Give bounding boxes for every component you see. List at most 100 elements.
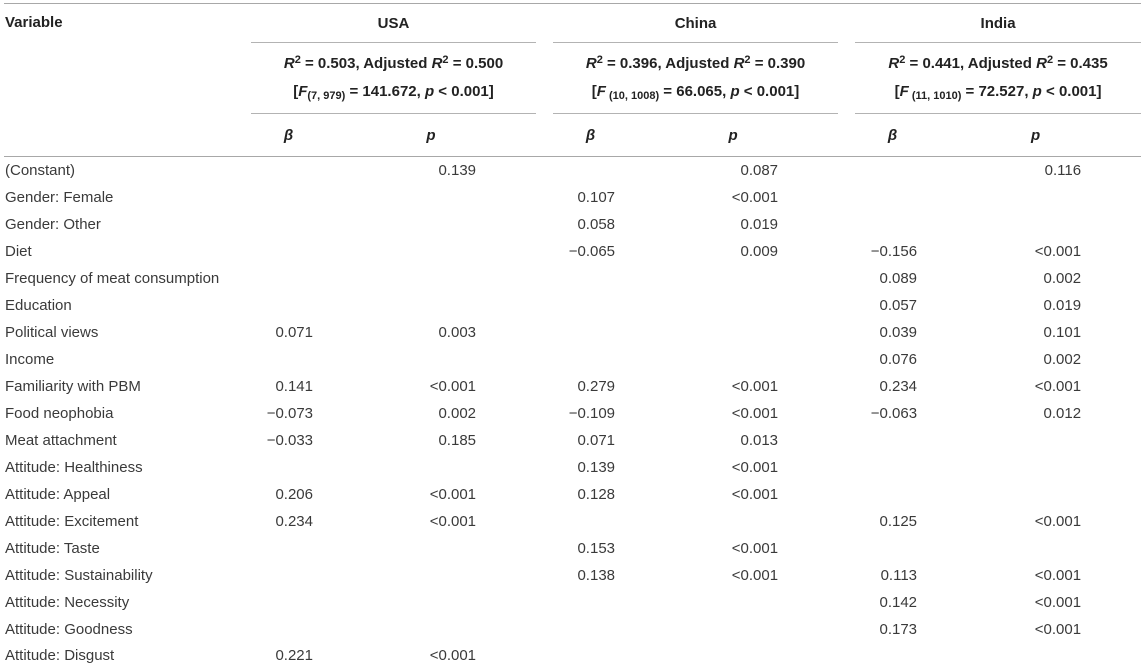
- p-value-cell: [628, 589, 838, 616]
- beta-value-cell: −0.156: [870, 242, 918, 260]
- f-statistic-line-usa: [F(7, 979) = 141.672, p < 0.001]: [252, 78, 535, 110]
- beta-value-cell: 0.234: [275, 512, 313, 530]
- table-row: Attitude: Excitement 0.234 <0.001 0.125 <0.0…: [4, 508, 1141, 535]
- beta-value-cell: [855, 211, 930, 238]
- stat-text-segment: [: [591, 83, 597, 100]
- p-value-cell: [628, 346, 838, 373]
- p-value-cell: <0.001: [429, 512, 477, 530]
- beta-value-cell: 0.141: [275, 377, 313, 395]
- beta-value-cell: [553, 346, 628, 373]
- p-value-cell: [326, 346, 536, 373]
- stat-text-segment: R: [888, 55, 900, 72]
- beta-header-india: β: [855, 113, 931, 157]
- row-label: Attitude: Goodness: [5, 620, 133, 638]
- beta-value-cell: 0.057: [879, 296, 918, 314]
- table-row: Attitude: Disgust 0.221 <0.001: [4, 643, 1141, 669]
- row-label: Gender: Other: [5, 215, 101, 233]
- beta-value-cell: 0.221: [275, 647, 313, 665]
- column-gap: [838, 319, 855, 346]
- beta-value-cell: [251, 292, 326, 319]
- row-label: Familiarity with PBM: [5, 377, 141, 395]
- p-value-cell: [930, 454, 1141, 481]
- p-value-cell: <0.001: [429, 647, 477, 665]
- r-squared-line-india: R2 = 0.441, Adjusted R2 = 0.435: [856, 46, 1140, 78]
- table-row: Income 0.076 0.002: [4, 346, 1141, 373]
- table-row: Meat attachment −0.033 0.185 0.071 0.013: [4, 427, 1141, 454]
- column-gap: [838, 427, 855, 454]
- table-row: Gender: Other 0.058 0.019: [4, 211, 1141, 238]
- p-value-cell: [930, 481, 1141, 508]
- beta-value-cell: [553, 643, 628, 669]
- table-row: Gender: Female 0.107 <0.001: [4, 184, 1141, 211]
- p-value-cell: [930, 535, 1141, 562]
- column-gap: [838, 508, 855, 535]
- beta-value-cell: 0.107: [577, 188, 616, 206]
- model-stats-usa: R2 = 0.503, Adjusted R2 = 0.500 [F(7, 97…: [251, 42, 537, 114]
- beta-value-cell: 0.139: [577, 458, 616, 476]
- beta-value-cell: [251, 562, 326, 589]
- p-value-cell: [628, 616, 838, 643]
- table-row: Education 0.057 0.019: [4, 292, 1141, 319]
- column-gap: [838, 292, 855, 319]
- beta-value-cell: [553, 589, 628, 616]
- table-body: (Constant) 0.139 0.087 0.116 Gender: Female 0…: [4, 157, 1141, 669]
- p-value-cell: [930, 427, 1141, 454]
- row-label: Diet: [5, 242, 32, 260]
- beta-value-cell: 0.076: [879, 350, 918, 368]
- beta-value-cell: [553, 292, 628, 319]
- stat-text-segment: 2: [899, 54, 906, 66]
- beta-value-cell: [553, 265, 628, 292]
- row-label: Attitude: Taste: [5, 539, 100, 557]
- beta-value-cell: [855, 481, 930, 508]
- table-row: Attitude: Appeal 0.206 <0.001 0.128 <0.001: [4, 481, 1141, 508]
- p-value-cell: <0.001: [731, 539, 779, 557]
- stat-text-segment: = 141.672,: [345, 83, 425, 100]
- column-gap: [838, 616, 855, 643]
- stat-text-segment: R: [283, 55, 295, 72]
- stat-text-segment: (7, 979): [307, 90, 346, 102]
- stat-text-segment: 2: [442, 54, 449, 66]
- beta-value-cell: [855, 427, 930, 454]
- beta-value-cell: 0.039: [879, 323, 918, 341]
- column-gap: [838, 184, 855, 211]
- row-label: Attitude: Excitement: [5, 512, 139, 530]
- p-value-cell: <0.001: [1034, 512, 1082, 530]
- stat-text-segment: [: [293, 83, 299, 100]
- beta-value-cell: −0.065: [568, 242, 616, 260]
- column-gap: [536, 211, 553, 238]
- beta-value-cell: [251, 238, 326, 265]
- stat-text-segment: R: [1036, 55, 1047, 72]
- r-squared-line-china: R2 = 0.396, Adjusted R2 = 0.390: [554, 46, 837, 78]
- column-gap: [838, 454, 855, 481]
- column-gap: [536, 643, 553, 669]
- column-gap: [536, 562, 553, 589]
- p-value-cell: [326, 535, 536, 562]
- row-label: Political views: [5, 323, 99, 341]
- stat-text-segment: = 0.503, Adjusted: [300, 55, 432, 72]
- stat-text-segment: 2: [744, 54, 751, 66]
- column-gap: [536, 454, 553, 481]
- column-gap: [838, 265, 855, 292]
- country-header-china: China: [553, 3, 839, 43]
- column-gap: [536, 400, 553, 427]
- p-value-cell: 0.087: [740, 161, 779, 179]
- column-gap: [536, 508, 553, 535]
- column-gap: [838, 400, 855, 427]
- f-statistic-line-india: [F (11, 1010) = 72.527, p < 0.001]: [856, 78, 1140, 110]
- p-value-cell: 0.009: [740, 242, 779, 260]
- beta-value-cell: [553, 616, 628, 643]
- p-value-cell: <0.001: [731, 485, 779, 503]
- p-value-cell: [326, 562, 536, 589]
- country-header-usa: USA: [251, 3, 537, 43]
- stat-text-segment: F: [596, 83, 606, 100]
- column-gap: [536, 589, 553, 616]
- column-gap: [838, 562, 855, 589]
- column-gap: [838, 589, 855, 616]
- regression-table-figure: Variable USA China India R2 = 0.503, Adj…: [4, 3, 1142, 669]
- row-label: Attitude: Sustainability: [5, 566, 153, 584]
- column-gap: [536, 3, 554, 157]
- stat-text-segment: < 0.001]: [434, 83, 494, 100]
- beta-value-cell: −0.063: [870, 404, 918, 422]
- p-value-cell: 0.185: [438, 431, 477, 449]
- variable-column-header: Variable: [4, 3, 251, 157]
